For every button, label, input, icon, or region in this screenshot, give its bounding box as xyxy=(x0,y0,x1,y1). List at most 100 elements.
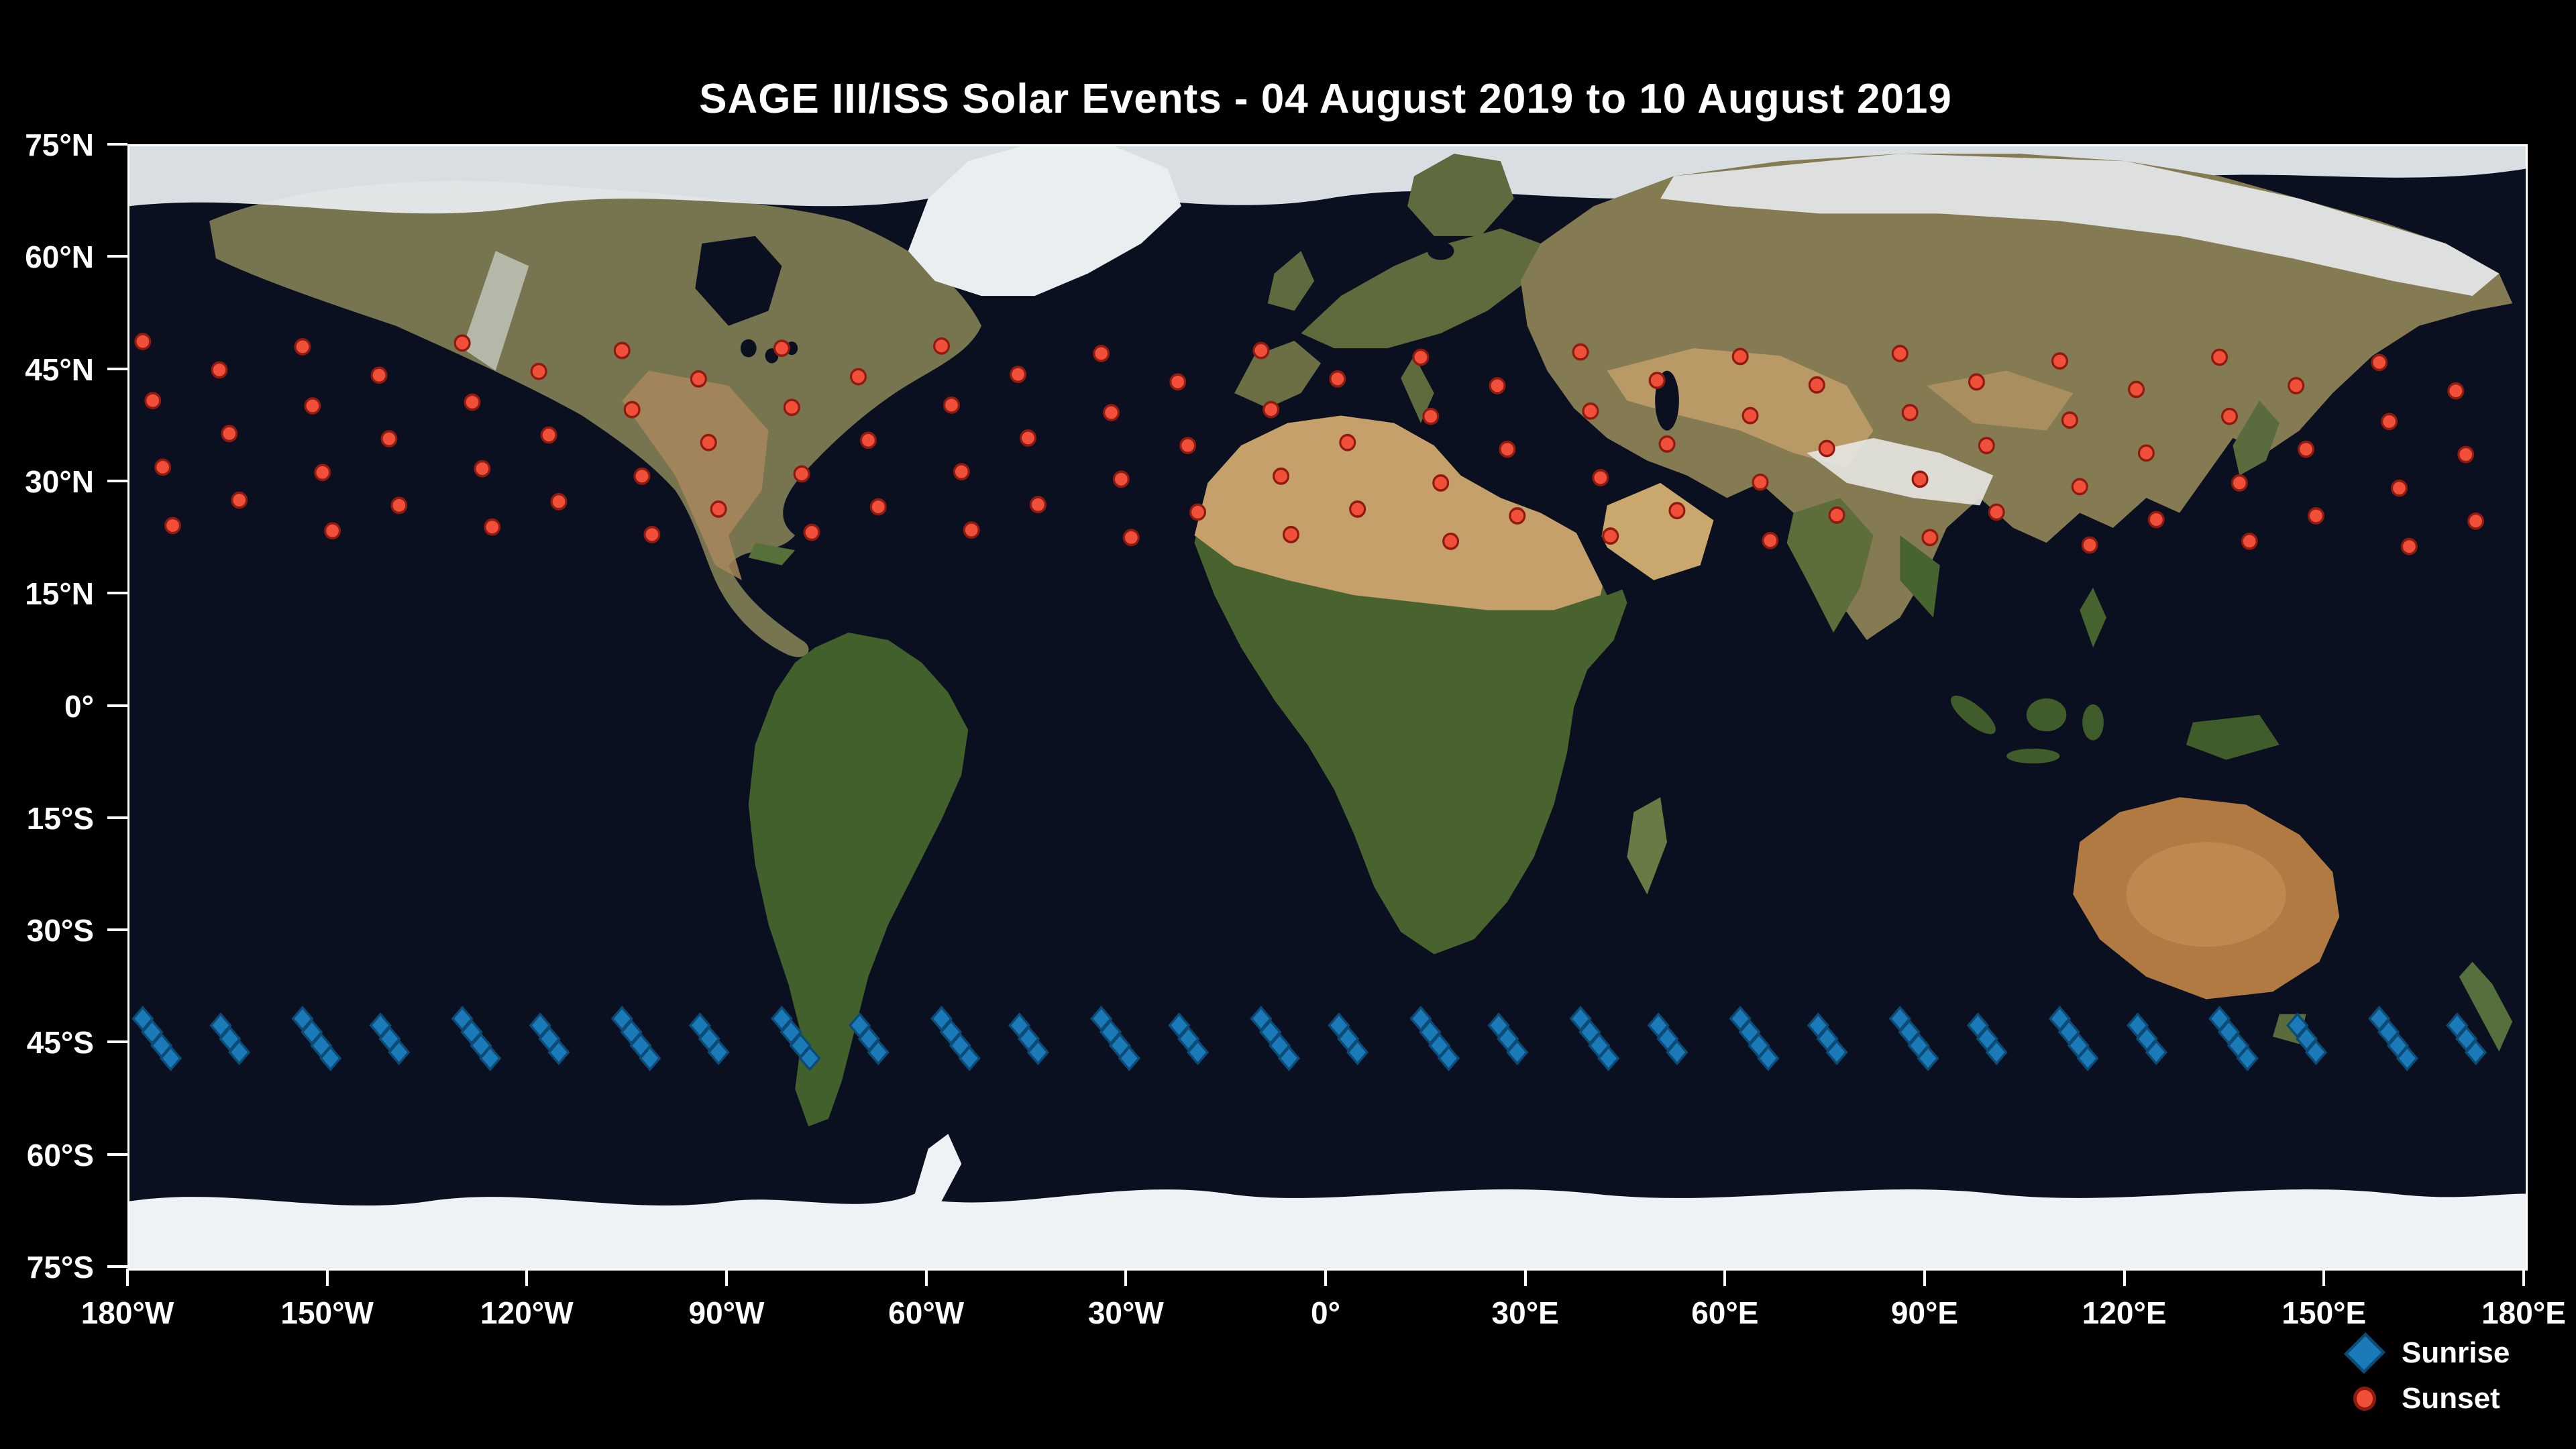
lon-tick-mark xyxy=(2322,1269,2326,1286)
sunrise-point xyxy=(1729,1006,1752,1032)
legend: Sunrise Sunset xyxy=(2328,1332,2510,1418)
sunset-points-layer xyxy=(134,333,2485,555)
sunset-point xyxy=(134,333,152,351)
sunrise-point xyxy=(141,1019,164,1045)
sunset-point xyxy=(550,492,568,511)
sunset-dot-icon xyxy=(2328,1387,2402,1411)
sunrise-point xyxy=(780,1019,802,1045)
sunset-point xyxy=(2071,478,2088,496)
legend-sunrise-label: Sunrise xyxy=(2402,1336,2510,1369)
lon-tick-mark xyxy=(1523,1269,1527,1286)
lon-tick-label: 150°E xyxy=(2282,1295,2367,1330)
sunrise-point xyxy=(1666,1039,1688,1065)
chart-title: SAGE III/ISS Solar Events - 04 August 20… xyxy=(699,76,1952,122)
sunrise-points-layer xyxy=(131,1006,2487,1071)
sunset-point xyxy=(2447,382,2465,400)
sunrise-point xyxy=(698,1026,720,1052)
sunset-point xyxy=(1412,348,1430,366)
continents-layer xyxy=(129,146,2526,1269)
sunset-point xyxy=(2241,532,2258,550)
sunrise-point xyxy=(2396,1045,2418,1071)
sunset-point xyxy=(1422,407,1440,425)
sunset-point xyxy=(1648,372,1666,390)
sunrise-point xyxy=(688,1012,711,1038)
sunrise-point xyxy=(1578,1019,1601,1045)
sunrise-point xyxy=(1757,1045,1780,1071)
lon-tick-mark xyxy=(924,1269,928,1286)
sunrise-point xyxy=(291,1006,314,1032)
sunrise-point xyxy=(301,1019,323,1045)
sunrise-point xyxy=(1569,1006,1592,1032)
sunset-point xyxy=(613,341,631,360)
sunrise-point xyxy=(451,1006,474,1032)
sunrise-point xyxy=(228,1039,251,1065)
lat-tick-mark xyxy=(107,255,127,258)
sunrise-point xyxy=(1409,1006,1432,1032)
sunrise-point xyxy=(131,1006,154,1032)
sunset-point xyxy=(1169,373,1187,391)
lat-tick-mark xyxy=(107,143,127,146)
sunrise-point xyxy=(798,1045,821,1071)
sunset-point xyxy=(2137,444,2155,462)
sunset-point xyxy=(2211,348,2229,366)
sunrise-point xyxy=(2236,1045,2259,1071)
sunset-point xyxy=(154,458,172,476)
sunset-point xyxy=(2457,445,2475,464)
lat-tick-label: 60°S xyxy=(26,1137,94,1173)
sunset-point xyxy=(1273,467,1290,485)
lon-tick-label: 0° xyxy=(1311,1295,1340,1330)
sunrise-point xyxy=(460,1019,483,1045)
sunrise-point xyxy=(1917,1045,1939,1071)
lon-tick-label: 60°W xyxy=(888,1295,965,1330)
sunset-point xyxy=(1509,507,1526,525)
sunset-point xyxy=(380,430,398,448)
lat-tick-mark xyxy=(107,367,127,370)
lat-tick-label: 15°S xyxy=(26,800,94,836)
sunrise-point xyxy=(378,1026,401,1052)
sunset-point xyxy=(1189,503,1207,521)
sunset-point xyxy=(390,496,408,515)
sunset-point xyxy=(2231,474,2248,492)
legend-row-sunset: Sunset xyxy=(2328,1379,2510,1418)
sunset-point xyxy=(1911,470,1929,488)
sunrise-point xyxy=(939,1019,962,1045)
sunset-point xyxy=(933,337,951,355)
lat-tick-mark xyxy=(107,704,127,707)
sunset-point xyxy=(324,522,341,540)
sunrise-point xyxy=(2057,1019,2080,1045)
lat-tick-label: 60°N xyxy=(25,239,94,275)
lon-tick-label: 30°E xyxy=(1491,1295,1559,1330)
sunset-point xyxy=(1978,437,1995,455)
sunrise-point xyxy=(1807,1012,1829,1038)
sunrise-point xyxy=(538,1026,561,1052)
sunset-point xyxy=(474,460,491,478)
sunrise-point xyxy=(319,1045,342,1071)
lat-tick-label: 75°S xyxy=(26,1250,94,1285)
sunset-point xyxy=(2061,411,2078,429)
sunrise-point xyxy=(1738,1019,1761,1045)
lon-tick-label: 90°E xyxy=(1890,1295,1959,1330)
sunrise-point xyxy=(867,1039,890,1065)
sunrise-point xyxy=(2217,1019,2241,1045)
sunrise-point xyxy=(770,1006,793,1032)
sunset-point xyxy=(211,361,228,379)
sunset-point xyxy=(370,366,388,384)
sunset-point xyxy=(2081,536,2098,554)
world-map-plot-area xyxy=(127,144,2528,1271)
sunset-point xyxy=(793,465,810,483)
sunset-point xyxy=(1282,525,1299,543)
sunset-point xyxy=(1891,345,1909,362)
legend-sunset-label: Sunset xyxy=(2402,1382,2500,1415)
sunset-point xyxy=(1010,366,1027,384)
sunset-point xyxy=(2467,512,2485,530)
sunrise-point xyxy=(1250,1006,1273,1032)
sunrise-point xyxy=(848,1012,871,1038)
sunset-point xyxy=(2298,440,2315,458)
sunset-point xyxy=(803,523,820,541)
lat-tick-label: 75°N xyxy=(25,127,94,162)
sunrise-point xyxy=(930,1006,953,1032)
sunrise-point xyxy=(1346,1039,1369,1065)
sunrise-point xyxy=(2295,1026,2318,1052)
sunset-point xyxy=(1339,433,1356,451)
sunrise-point xyxy=(1328,1012,1350,1038)
